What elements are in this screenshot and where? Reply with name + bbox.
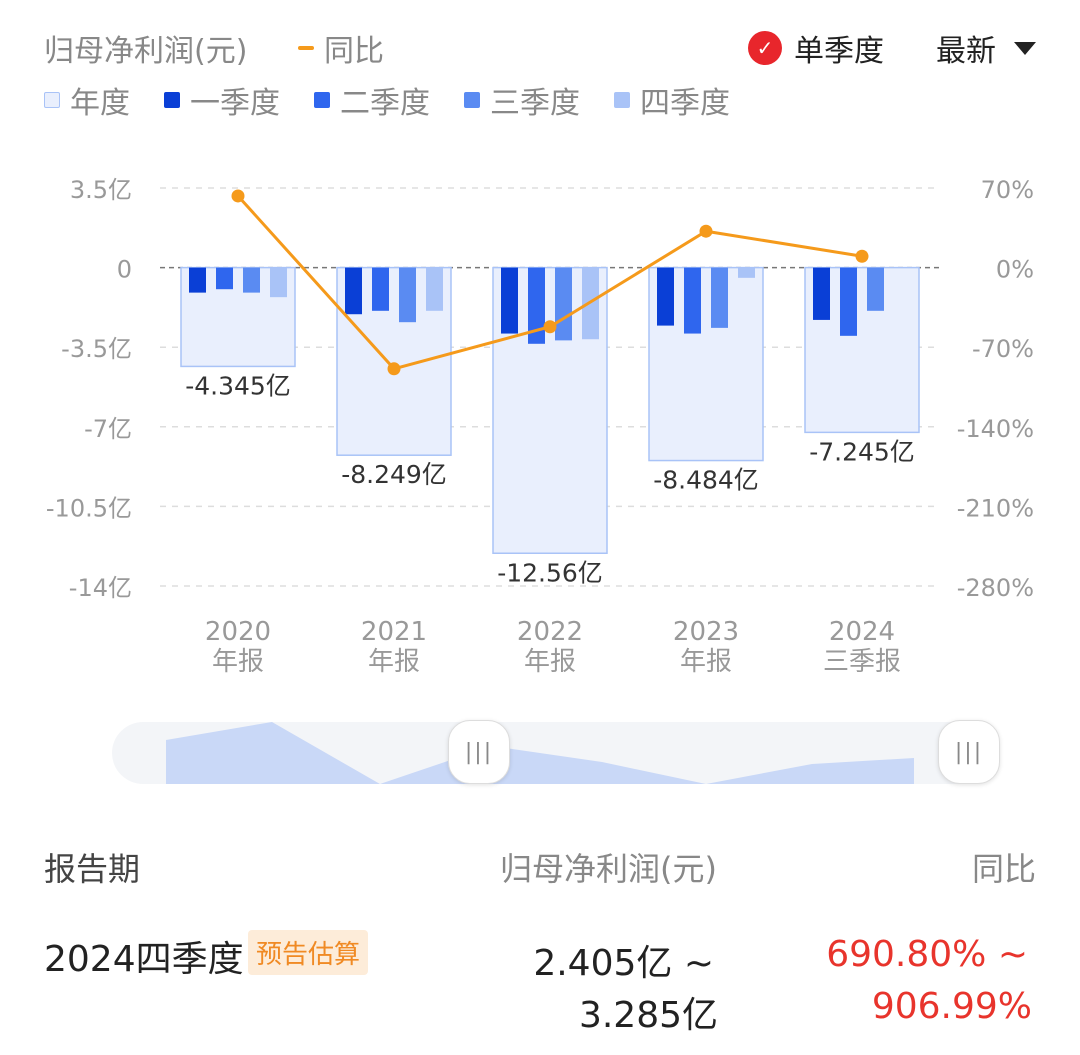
right-axis-tick: -140% xyxy=(957,415,1034,443)
yoy-point xyxy=(699,224,713,238)
legend-item-q3[interactable]: 三季度 xyxy=(464,78,580,122)
quarter-bar xyxy=(840,267,857,336)
row-yoy-high: 906.99% xyxy=(871,986,1032,1027)
quarter-bar xyxy=(528,267,545,344)
annual-value-label: -12.56亿 xyxy=(497,558,603,587)
x-tick-period: 年报 xyxy=(680,647,732,677)
left-axis-tick: -7亿 xyxy=(84,415,132,443)
x-tick-year: 2021 xyxy=(361,617,427,647)
left-axis-tick: 0 xyxy=(117,256,132,284)
col-header-yoy: 同比 xyxy=(971,850,1036,888)
quarter-bar xyxy=(738,267,755,278)
right-axis-tick: 0% xyxy=(996,256,1034,284)
slider-left-handle[interactable]: ||| xyxy=(448,720,510,784)
quarter-bar xyxy=(372,267,389,311)
yoy-point xyxy=(387,362,401,376)
legend-swatch xyxy=(314,92,330,108)
x-tick-year: 2022 xyxy=(517,617,583,647)
left-axis-tick: -3.5亿 xyxy=(61,335,132,363)
quarter-bar xyxy=(684,267,701,334)
x-tick-period: 年报 xyxy=(212,647,264,677)
row-period: 2024四季度 xyxy=(44,939,244,980)
yoy-legend-label: 同比 xyxy=(324,34,384,69)
quarter-bar xyxy=(216,267,233,290)
legend-item-annual[interactable]: 年度 xyxy=(44,78,130,122)
check-circle-icon: ✓ xyxy=(748,31,782,65)
left-axis-tick: -10.5亿 xyxy=(46,494,132,522)
series-legend: 年度 一季度 二季度 三季度 四季度 xyxy=(44,78,730,122)
annual-value-label: -8.249亿 xyxy=(341,460,447,489)
row-profit-low: 2.405亿 ~ xyxy=(533,943,714,984)
quarter-bar xyxy=(555,267,572,341)
left-axis-tick: 3.5亿 xyxy=(70,176,132,204)
annual-value-label: -4.345亿 xyxy=(185,371,291,400)
quarter-bar xyxy=(243,267,260,293)
triangle-down-icon xyxy=(1014,41,1036,55)
x-tick-year: 2023 xyxy=(673,617,739,647)
single-quarter-label: 单季度 xyxy=(794,34,884,69)
estimate-badge: 预告估算 xyxy=(248,930,369,975)
legend-swatch xyxy=(44,92,60,108)
x-tick-year: 2020 xyxy=(205,617,271,647)
net-profit-chart: 3.5亿 70% 0 0% -3.5亿 -70% -7亿 -140% -10.5亿 -210% -1… xyxy=(46,176,1034,677)
x-tick-year: 2024 xyxy=(829,617,895,647)
line-legend-icon xyxy=(298,46,314,50)
x-tick-period: 年报 xyxy=(368,647,420,677)
legend-label: 年度 xyxy=(70,86,130,121)
legend-label: 四季度 xyxy=(640,86,730,121)
right-axis-tick: -280% xyxy=(957,574,1034,602)
right-axis-tick: -70% xyxy=(972,335,1034,363)
quarter-bar xyxy=(270,267,287,298)
x-tick-period: 三季报 xyxy=(823,647,901,677)
latest-label: 最新 xyxy=(936,34,996,69)
slider-overview-area xyxy=(166,722,914,784)
legend-label: 二季度 xyxy=(340,86,430,121)
quarter-bar xyxy=(426,267,443,311)
left-axis-tick: -14亿 xyxy=(69,574,132,602)
legend-item-q2[interactable]: 二季度 xyxy=(314,78,430,122)
quarter-bar xyxy=(711,267,728,328)
annual-value-label: -7.245亿 xyxy=(809,437,915,466)
row-yoy-low: 690.80% ~ xyxy=(826,934,1028,975)
yoy-legend: 同比 xyxy=(298,26,384,70)
legend-label: 三季度 xyxy=(490,86,580,121)
yoy-point xyxy=(231,189,245,203)
row-profit-high: 3.285亿 xyxy=(578,995,718,1036)
right-axis-tick: -210% xyxy=(957,494,1034,522)
legend-swatch xyxy=(464,92,480,108)
range-slider-track[interactable] xyxy=(112,722,1000,784)
legend-swatch xyxy=(614,92,630,108)
right-axis-tick: 70% xyxy=(981,176,1034,204)
quarter-bar xyxy=(813,267,830,320)
quarter-bar xyxy=(657,267,674,326)
quarter-bar xyxy=(399,267,416,323)
legend-item-q4[interactable]: 四季度 xyxy=(614,78,730,122)
col-header-period: 报告期 xyxy=(44,850,141,888)
quarter-bar xyxy=(345,267,362,315)
legend-swatch xyxy=(164,92,180,108)
legend-label: 一季度 xyxy=(190,86,280,121)
yoy-point xyxy=(855,249,869,263)
annual-value-label: -8.484亿 xyxy=(653,466,759,495)
x-tick-period: 年报 xyxy=(524,647,576,677)
legend-item-q1[interactable]: 一季度 xyxy=(164,78,280,122)
chart-title: 归母净利润(元) xyxy=(44,34,248,69)
quarter-bar xyxy=(189,267,206,293)
slider-right-handle[interactable]: ||| xyxy=(938,720,1000,784)
quarter-bar xyxy=(867,267,884,311)
quarter-bar xyxy=(501,267,518,334)
col-header-profit: 归母净利润(元) xyxy=(500,850,717,888)
single-quarter-toggle[interactable]: ✓ 单季度 xyxy=(748,26,884,70)
yoy-point xyxy=(543,320,557,334)
latest-dropdown[interactable]: 最新 xyxy=(936,26,1036,70)
